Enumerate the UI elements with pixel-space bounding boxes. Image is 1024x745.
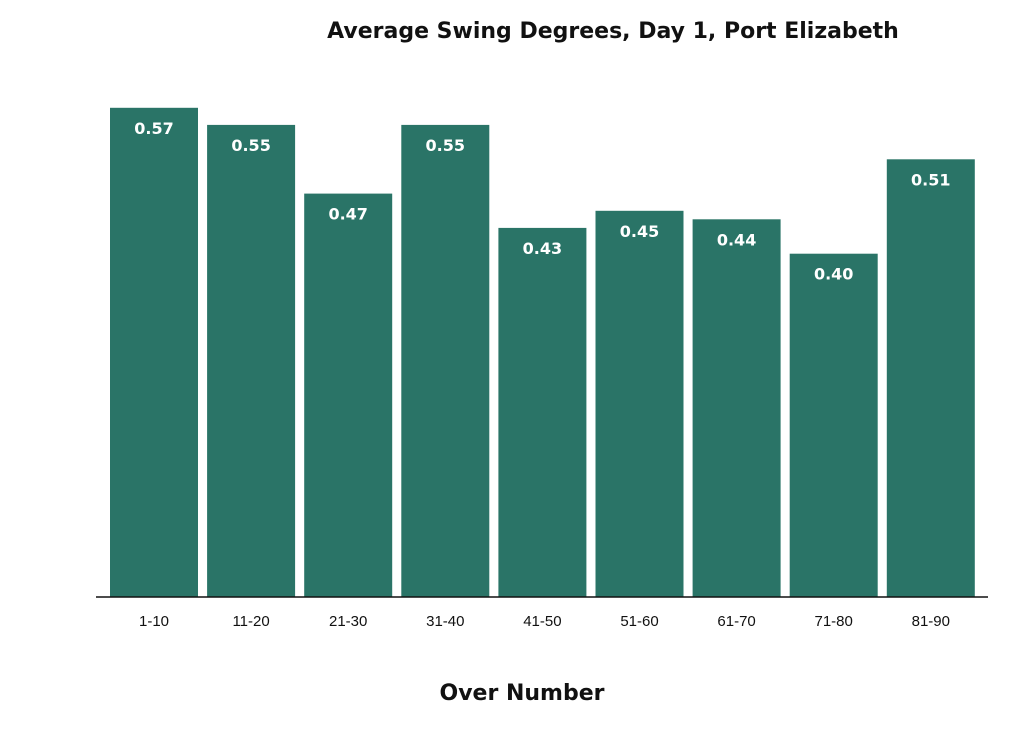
bar-31-40 <box>401 124 490 598</box>
bar-21-30 <box>304 193 393 597</box>
data-label-61-70: 0.44 <box>717 230 756 249</box>
bar-1-10 <box>110 107 198 598</box>
x-tick-label-21-30: 21-30 <box>329 613 367 630</box>
x-tick-label-11-20: 11-20 <box>232 613 269 630</box>
bar-61-70 <box>692 219 781 598</box>
bars-group <box>110 107 975 598</box>
x-tick-label-71-80: 71-80 <box>815 613 853 630</box>
x-tick-label-81-90: 81-90 <box>912 613 950 630</box>
data-label-31-40: 0.55 <box>426 136 465 155</box>
bar-41-50 <box>498 227 587 597</box>
bar-11-20 <box>207 124 296 598</box>
bar-51-60 <box>595 210 684 598</box>
data-label-81-90: 0.51 <box>911 170 950 189</box>
bar-71-80 <box>789 253 878 597</box>
chart-title: Average Swing Degrees, Day 1, Port Eliza… <box>327 19 899 44</box>
x-axis-title: Over Number <box>440 681 605 706</box>
data-label-71-80: 0.40 <box>814 265 853 284</box>
x-tick-label-1-10: 1-10 <box>139 613 169 630</box>
data-labels-group: 0.57 0.55 0.47 0.55 0.43 0.45 0.44 0.40 0.51 <box>134 119 950 284</box>
x-tick-label-31-40: 31-40 <box>426 613 464 630</box>
data-label-11-20: 0.55 <box>231 136 270 155</box>
x-tick-labels-group: 1-10 11-20 21-30 31-40 41-50 51-60 61-70 71-80 8… <box>139 613 950 630</box>
bar-81-90 <box>886 159 975 598</box>
data-label-21-30: 0.47 <box>328 205 367 224</box>
data-label-41-50: 0.43 <box>523 239 562 258</box>
x-tick-label-51-60: 51-60 <box>620 613 658 630</box>
data-label-51-60: 0.45 <box>620 222 659 241</box>
x-tick-label-61-70: 61-70 <box>717 613 755 630</box>
data-label-1-10: 0.57 <box>134 119 173 138</box>
x-tick-label-41-50: 41-50 <box>523 613 561 630</box>
